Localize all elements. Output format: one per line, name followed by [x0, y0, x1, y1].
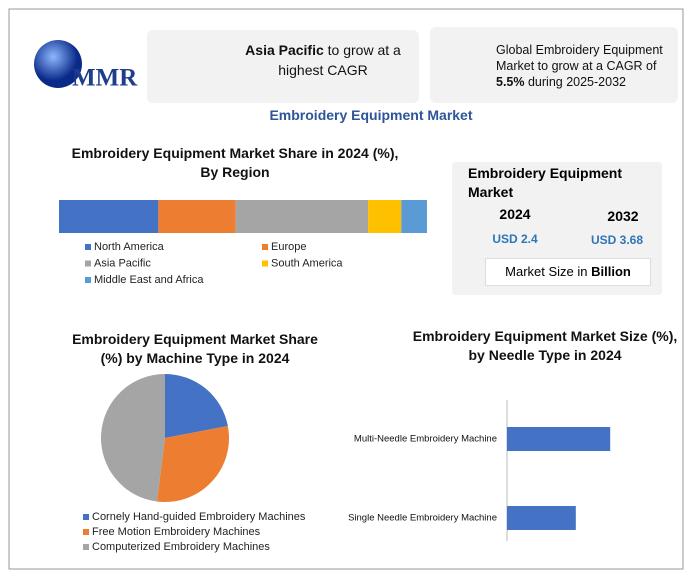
legend-swatch [85, 244, 91, 250]
card-text: Asia Pacific to grow at a highest CAGR [238, 40, 408, 80]
card-bold: Asia Pacific [245, 42, 324, 58]
card-bold: 5.5% [496, 75, 525, 89]
legend-label: Cornely Hand-guided Embroidery Machines [92, 511, 306, 523]
legend-label: Computerized Embroidery Machines [92, 541, 270, 553]
legend-label: North America [94, 241, 165, 253]
summary-year: 2032 [607, 208, 639, 224]
legend-label: Europe [271, 241, 306, 253]
summary-note: Market Size in Billion [485, 258, 651, 286]
legend-swatch [262, 244, 268, 250]
pie-slice [165, 374, 228, 438]
summary-value: USD 2.4 [492, 232, 538, 246]
logo-globe [34, 40, 82, 88]
card-text-part: to grow at a highest CAGR [278, 42, 401, 78]
y-tick-label: Single Needle Embroidery Machine [348, 513, 497, 524]
legend-swatch [85, 260, 91, 267]
legend-swatch [85, 277, 91, 283]
summary-year: 2024 [499, 206, 531, 222]
summary-value: USD 3.68 [590, 233, 644, 247]
card-text-part: during 2025-2032 [524, 75, 626, 89]
legend-label: Free Motion Embroidery Machines [92, 526, 261, 538]
chart-title: Embroidery Equipment Market Size (%), by… [412, 328, 678, 363]
legend-swatch [262, 260, 268, 267]
summary-title: Embroidery Equipment Market [468, 165, 623, 200]
y-tick-label: Multi-Needle Embroidery Machine [354, 434, 497, 445]
chart-title: Embroidery Equipment Market Share (%) by… [72, 331, 318, 366]
frame [8, 8, 684, 570]
card [147, 30, 419, 103]
legend-label: Middle East and Africa [94, 274, 204, 286]
bar-segment [158, 200, 236, 233]
bar-segment [368, 200, 402, 233]
card-text: Global Embroidery Equipment Market to gr… [496, 42, 676, 90]
legend-swatch [83, 544, 89, 550]
bar [507, 427, 611, 451]
pie-slice [101, 374, 165, 502]
pie-slice [156, 426, 229, 503]
legend-swatch [83, 514, 89, 520]
note-text: Market Size in [505, 264, 592, 279]
bar-segment [401, 200, 427, 233]
legend-label: South America [271, 257, 343, 269]
note-bold: Billion [591, 264, 631, 279]
bar [507, 506, 576, 530]
legend-swatch [83, 529, 89, 535]
bar-segment [235, 200, 369, 233]
logo-text: MMR [72, 65, 138, 92]
main-title: Embroidery Equipment Market [269, 107, 473, 123]
chart-title: Embroidery Equipment Market Share in 202… [71, 145, 399, 180]
card [430, 27, 678, 103]
bar-segment [59, 200, 159, 233]
legend-label: Asia Pacific [94, 257, 151, 269]
card-text-part: Global Embroidery Equipment Market to gr… [496, 43, 663, 73]
